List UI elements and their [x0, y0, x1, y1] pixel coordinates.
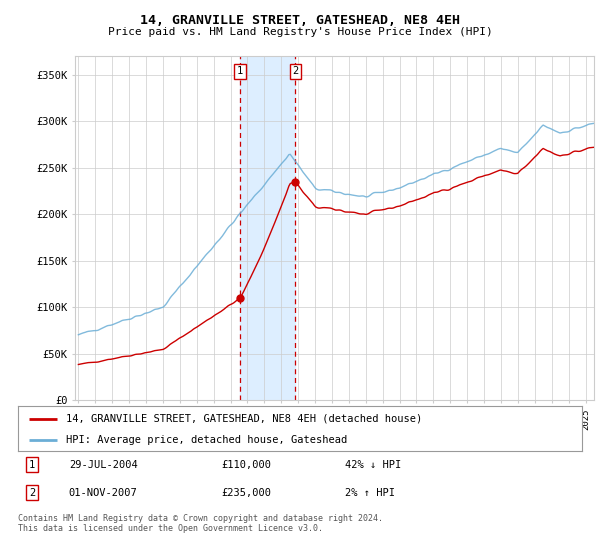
Text: 1: 1 [29, 460, 35, 470]
Text: 1: 1 [237, 67, 243, 77]
Bar [240, 56, 295, 400]
Text: 2% ↑ HPI: 2% ↑ HPI [345, 488, 395, 498]
Text: 14, GRANVILLE STREET, GATESHEAD, NE8 4EH (detached house): 14, GRANVILLE STREET, GATESHEAD, NE8 4EH… [66, 413, 422, 423]
Text: Contains HM Land Registry data © Crown copyright and database right 2024.
This d: Contains HM Land Registry data © Crown c… [18, 514, 383, 534]
Text: £235,000: £235,000 [221, 488, 271, 498]
Text: Price paid vs. HM Land Registry's House Price Index (HPI): Price paid vs. HM Land Registry's House … [107, 27, 493, 37]
Text: HPI: Average price, detached house, Gateshead: HPI: Average price, detached house, Gate… [66, 435, 347, 445]
Text: 14, GRANVILLE STREET, GATESHEAD, NE8 4EH: 14, GRANVILLE STREET, GATESHEAD, NE8 4EH [140, 14, 460, 27]
Text: 29-JUL-2004: 29-JUL-2004 [69, 460, 137, 470]
Text: 2: 2 [29, 488, 35, 498]
Text: £110,000: £110,000 [221, 460, 271, 470]
Text: 2: 2 [292, 67, 298, 77]
Text: 42% ↓ HPI: 42% ↓ HPI [345, 460, 401, 470]
Text: 01-NOV-2007: 01-NOV-2007 [69, 488, 137, 498]
